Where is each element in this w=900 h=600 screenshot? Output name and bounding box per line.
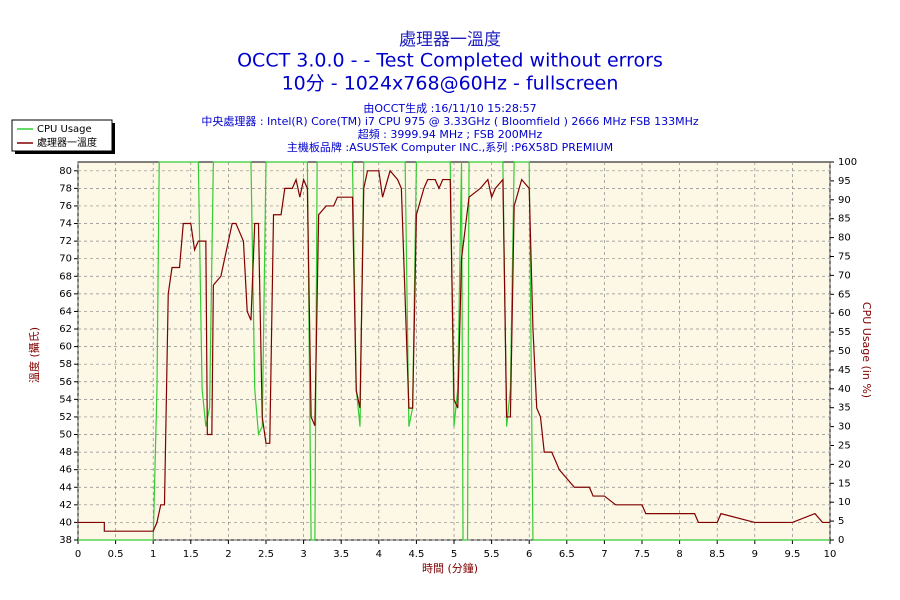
x-tick-label: 1: [150, 549, 156, 560]
y2-tick-label: 65: [838, 289, 851, 300]
y-tick-label: 60: [59, 342, 72, 353]
x-tick-label: 7: [601, 549, 607, 560]
y-tick-label: 62: [59, 324, 72, 335]
legend-label: 處理器一溫度: [37, 136, 97, 149]
y-tick-label: 70: [59, 254, 72, 265]
y-tick-label: 76: [59, 201, 72, 212]
chart-title: 處理器一溫度: [399, 30, 501, 50]
y2-tick-label: 95: [838, 176, 851, 187]
x-tick-label: 9: [752, 549, 758, 560]
y2-tick-label: 20: [838, 459, 851, 470]
x-tick-label: 6: [526, 549, 532, 560]
x-tick-label: 9.5: [784, 549, 800, 560]
y-tick-label: 58: [59, 359, 72, 370]
series-line: [78, 169, 830, 532]
y2-tick-label: 35: [838, 403, 851, 414]
subtitle: 10分 - 1024x768@60Hz - fullscreen: [282, 73, 619, 95]
y-tick-label: 52: [59, 412, 72, 423]
y2-tick-label: 15: [838, 478, 851, 489]
y-tick-label: 66: [59, 289, 72, 300]
x-tick-label: 0: [75, 549, 81, 560]
y-tick-label: 48: [59, 447, 72, 458]
y-tick-label: 72: [59, 236, 72, 247]
y2-tick-label: 25: [838, 441, 851, 452]
legend-label: CPU Usage: [37, 124, 92, 135]
info-line: 中央處理器 : Intel(R) Core(TM) i7 CPU 975 @ 3…: [201, 114, 699, 128]
x-tick-label: 5.5: [484, 549, 500, 560]
legend-box: [11, 119, 113, 152]
y2-tick-label: 100: [838, 157, 857, 168]
x-tick-label: 0.5: [108, 549, 124, 560]
y-tick-label: 54: [59, 394, 72, 405]
x-tick-label: 10: [824, 549, 837, 560]
y2-tick-label: 70: [838, 270, 851, 281]
y-tick-label: 40: [59, 517, 72, 528]
y-tick-label: 78: [59, 183, 72, 194]
y-tick-label: 44: [59, 482, 72, 493]
y-tick-label: 46: [59, 465, 72, 476]
subtitle: OCCT 3.0.0 - - Test Completed without er…: [237, 50, 663, 72]
y2-tick-label: 60: [838, 308, 851, 319]
x-tick-label: 2: [225, 549, 231, 560]
y2-tick-label: 45: [838, 365, 851, 376]
x-tick-label: 8: [676, 549, 682, 560]
y2-tick-label: 80: [838, 233, 851, 244]
y2-tick-label: 50: [838, 346, 851, 357]
y2-tick-label: 40: [838, 384, 851, 395]
info-line: 由OCCT生成 :16/11/10 15:28:57: [363, 101, 536, 115]
x-axis-label: 時間 (分鐘): [422, 561, 478, 575]
y2-tick-label: 85: [838, 214, 851, 225]
x-tick-label: 3: [300, 549, 306, 560]
y2-tick-label: 90: [838, 195, 851, 206]
y2-tick-label: 75: [838, 252, 851, 263]
y2-tick-label: 5: [838, 516, 844, 527]
x-tick-label: 6.5: [559, 549, 575, 560]
y-tick-label: 56: [59, 377, 72, 388]
x-tick-label: 3.5: [333, 549, 349, 560]
y2-tick-label: 10: [838, 497, 851, 508]
x-tick-label: 8.5: [709, 549, 725, 560]
y-tick-label: 50: [59, 430, 72, 441]
x-tick-label: 1.5: [183, 549, 199, 560]
x-tick-label: 2.5: [258, 549, 274, 560]
x-tick-label: 5: [451, 549, 457, 560]
y-tick-label: 38: [59, 535, 72, 546]
x-tick-label: 4.5: [408, 549, 424, 560]
y-tick-label: 68: [59, 271, 72, 282]
y2-axis-label: CPU Usage (in %): [860, 302, 873, 398]
y2-tick-label: 55: [838, 327, 851, 338]
y-tick-label: 74: [59, 219, 72, 230]
y-axis-label: 溫度 (攝氏): [27, 327, 41, 383]
info-line: 超頻 : 3999.94 MHz ; FSB 200MHz: [358, 127, 543, 141]
y-tick-label: 64: [59, 306, 72, 317]
y2-tick-label: 30: [838, 422, 851, 433]
y-tick-label: 80: [59, 166, 72, 177]
x-tick-label: 4: [376, 549, 382, 560]
y-tick-label: 42: [59, 500, 72, 511]
x-tick-label: 7.5: [634, 549, 650, 560]
y2-tick-label: 0: [838, 535, 844, 546]
info-line: 主機板品牌 :ASUSTeK Computer INC.,系列 :P6X58D …: [287, 140, 613, 154]
